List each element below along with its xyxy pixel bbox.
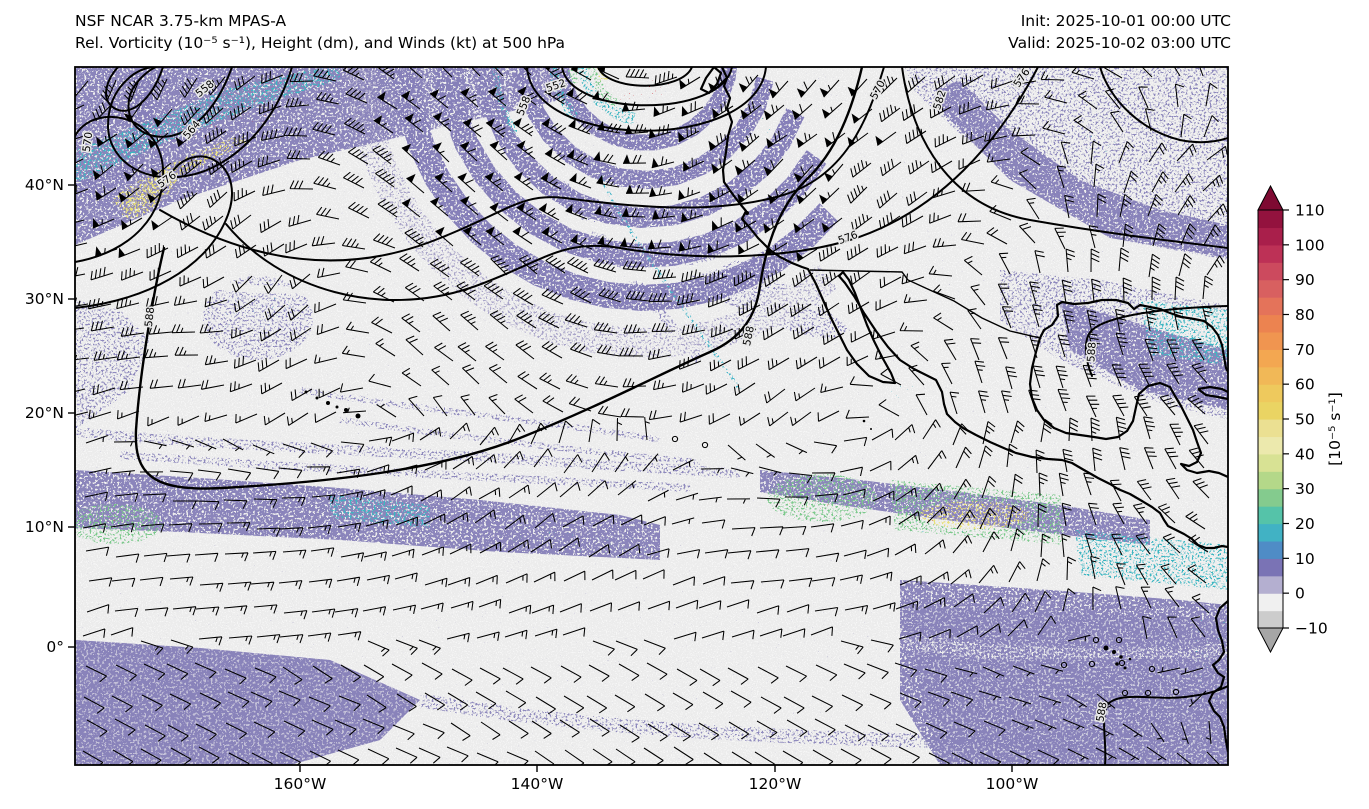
colorbar-segment (1258, 471, 1283, 490)
colorbar-tick-label: 60 (1295, 376, 1315, 394)
colorbar-tick-label: 0 (1295, 585, 1305, 603)
colorbar-segment (1258, 349, 1283, 368)
x-tick-label: 140°W (511, 775, 564, 793)
colorbar-segment (1258, 262, 1283, 281)
model-title: NSF NCAR 3.75-km MPAS-A (75, 12, 287, 30)
coastlines (304, 67, 1228, 753)
colorbar-tick-label: 70 (1295, 341, 1315, 359)
colorbar-segment (1258, 227, 1283, 246)
colorbar-segment (1258, 401, 1283, 420)
colorbar-segment (1258, 331, 1283, 350)
y-tick-label: 0° (46, 638, 64, 656)
colorbar-segment (1258, 279, 1283, 298)
x-tick-label: 100°W (986, 775, 1039, 793)
product-subtitle: Rel. Vorticity (10⁻⁵ s⁻¹), Height (dm), … (75, 34, 566, 52)
contour-label-588: 588 (143, 306, 157, 327)
colorbar: −10 0 10 20 30 40 50 60 70 80 90 100 110 [10⁻⁵ s⁻¹] (1257, 184, 1344, 654)
colorbar-tick-label: 40 (1295, 445, 1315, 463)
colorbar-segment (1258, 593, 1283, 612)
time-block: Init: 2025-10-01 00:00 UTC Valid: 2025-1… (1008, 10, 1231, 54)
height-contours (75, 67, 1228, 765)
colorbar-tick-label: 110 (1295, 202, 1325, 220)
wind-barbs (75, 67, 1228, 765)
contour-label-588: 588 (1094, 701, 1109, 723)
colorbar-segment (1258, 453, 1283, 472)
colorbar-segment (1258, 419, 1283, 438)
colorbar-over-arrow (1257, 184, 1284, 211)
colorbar-tick-label: 50 (1295, 411, 1315, 429)
colorbar-tick-label: 20 (1295, 515, 1315, 533)
colorbar-tick-label: −10 (1295, 620, 1328, 638)
map-frame (74, 66, 1229, 766)
colorbar-segment (1258, 523, 1283, 542)
colorbar-segment (1258, 384, 1283, 403)
colorbar-tick-label: 30 (1295, 480, 1315, 498)
contour-label-588: 588 (1085, 342, 1098, 363)
y-tick-label: 40°N (25, 176, 64, 194)
init-time-label: Init: 2025-10-01 00:00 UTC (1020, 12, 1231, 30)
colorbar-segment (1258, 244, 1283, 263)
colorbar-segment (1258, 297, 1283, 316)
colorbar-segment (1258, 575, 1283, 594)
valid-time-label: Valid: 2025-10-02 03:00 UTC (1008, 34, 1231, 52)
map-plot-area: 5525585585645705765705765765825885885885… (75, 67, 1228, 765)
y-tick-label: 10°N (25, 518, 64, 536)
x-tick-label: 120°W (749, 775, 802, 793)
title-block: NSF NCAR 3.75-km MPAS-A Rel. Vorticity (… (75, 10, 565, 54)
colorbar-segment (1258, 540, 1283, 559)
colorbar-segment (1258, 314, 1283, 333)
colorbar-segment (1258, 436, 1283, 455)
colorbar-tick-label: 80 (1295, 306, 1315, 324)
colorbar-segment (1258, 210, 1283, 229)
contour-label-570: 570 (81, 131, 96, 153)
colorbar-tick-label: 90 (1295, 271, 1315, 289)
y-tick-label: 20°N (25, 404, 64, 422)
colorbar-segment (1258, 506, 1283, 525)
colorbar-tick-label: 100 (1295, 236, 1325, 254)
colorbar-tick-label: 10 (1295, 550, 1315, 568)
colorbar-segment (1258, 366, 1283, 385)
colorbar-under-arrow (1257, 627, 1284, 654)
x-tick-label: 160°W (274, 775, 327, 793)
colorbar-segment (1258, 610, 1283, 629)
y-tick-label: 30°N (25, 290, 64, 308)
axes-layer: 160°W 140°W 120°W 100°W 40°N 30°N 20°N 10°N 0° (25, 66, 1229, 793)
colorbar-segment (1258, 488, 1283, 507)
colorbar-segment (1258, 558, 1283, 577)
colorbar-unit-label: [10⁻⁵ s⁻¹] (1326, 392, 1344, 466)
contour-label-588: 588 (741, 325, 757, 347)
